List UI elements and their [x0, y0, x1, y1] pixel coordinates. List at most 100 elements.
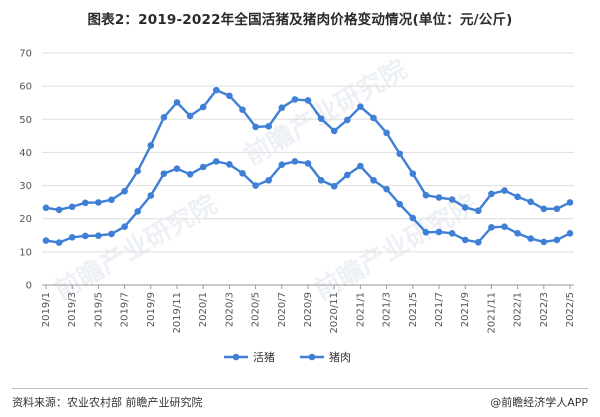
data-point [68, 233, 76, 241]
data-point [527, 235, 534, 242]
y-tick-label: 20 [19, 214, 32, 225]
series-group [42, 86, 574, 246]
legend: 活猪 猪肉 [224, 351, 351, 364]
data-point [265, 176, 273, 184]
x-tick-label: 2021/1 [355, 292, 366, 327]
legend-label: 猪肉 [329, 351, 351, 364]
y-tick-label: 0 [26, 281, 32, 292]
data-point [488, 190, 495, 198]
data-point [357, 162, 364, 170]
data-point [330, 127, 338, 135]
data-point [199, 163, 207, 171]
data-point [291, 158, 299, 165]
data-point [357, 103, 364, 110]
data-point [304, 97, 312, 104]
data-point [370, 176, 377, 184]
x-tick-label: 2021/7 [434, 292, 445, 327]
data-point [108, 196, 115, 204]
data-point [82, 199, 89, 207]
legend-swatch-point [232, 353, 240, 361]
data-point [42, 237, 50, 244]
x-tick-label: 2020/1 [198, 292, 209, 327]
data-point [108, 230, 115, 238]
y-axis: 0 10 20 30 40 50 60 70 [19, 49, 32, 292]
data-point [186, 171, 194, 178]
data-point [540, 205, 548, 213]
data-point [330, 182, 338, 190]
data-point [422, 191, 430, 199]
data-point [514, 193, 521, 201]
x-tick-label: 2021/5 [408, 292, 419, 327]
series-live-pig [42, 158, 574, 246]
x-tick-label: 2021/9 [460, 292, 471, 327]
y-tick-label: 50 [19, 115, 32, 126]
x-tick-label: 2020/7 [277, 292, 288, 327]
x-tick-label: 2020/3 [224, 292, 235, 327]
data-point [186, 112, 194, 120]
x-tick-label: 2020/9 [303, 292, 314, 327]
data-point [147, 142, 155, 149]
data-point [199, 103, 207, 111]
data-point [239, 106, 246, 113]
data-point [540, 238, 548, 246]
data-point [42, 204, 50, 212]
data-point [304, 160, 312, 167]
data-point [82, 232, 89, 240]
data-point [566, 199, 574, 206]
data-point [501, 187, 508, 194]
data-point [121, 187, 128, 195]
x-tick-label: 2020/5 [251, 292, 262, 327]
data-point [409, 214, 417, 222]
series-pork [42, 86, 574, 215]
y-tick-label: 40 [19, 148, 32, 159]
data-point [344, 116, 351, 124]
data-point [213, 158, 220, 165]
data-point [553, 236, 561, 244]
data-point [475, 207, 482, 215]
data-point [409, 170, 417, 177]
data-point [173, 165, 181, 172]
watermark-text: 前瞻产业研究院 [309, 189, 482, 307]
chart-title: 图表2：2019-2022年全国活猪及猪肉价格变动情况(单位：元/公斤) [87, 12, 513, 28]
data-point [173, 99, 181, 106]
data-point [422, 229, 430, 236]
x-tick-label: 2019/1 [41, 292, 52, 327]
x-tick-label: 2022/5 [565, 292, 576, 327]
x-tick-label: 2019/11 [172, 292, 183, 334]
data-point [317, 115, 325, 122]
x-tick-label: 2020/11 [329, 292, 340, 334]
data-point [317, 176, 325, 184]
data-point [252, 182, 259, 189]
data-point [435, 194, 443, 201]
x-tick-label: 2021/11 [486, 292, 497, 334]
data-point [291, 96, 299, 103]
data-point [501, 223, 508, 230]
x-axis: 2019/1 2019/3 2019/5 2019/7 2019/9 2019/11 202… [41, 284, 576, 334]
data-point [396, 200, 404, 208]
data-point [68, 203, 76, 211]
data-point [147, 192, 155, 199]
y-tick-label: 70 [19, 49, 32, 60]
data-point [370, 114, 377, 122]
data-point [134, 208, 141, 215]
legend-label: 活猪 [253, 351, 275, 364]
data-point [383, 129, 390, 137]
data-point [514, 229, 521, 237]
footer: 资料来源：农业农村部 前瞻产业研究院 @前瞻经济学人APP [12, 388, 588, 411]
data-point [448, 229, 456, 237]
data-point [553, 205, 561, 213]
data-point [134, 167, 141, 175]
brand-handle: @前瞻经济学人APP [490, 396, 588, 409]
grid-lines [42, 52, 574, 253]
data-point [55, 239, 63, 246]
source-note: 资料来源：农业农村部 前瞻产业研究院 [12, 396, 203, 409]
data-point [488, 224, 495, 231]
legend-swatch-point [308, 353, 316, 361]
data-point [226, 161, 233, 168]
data-point [121, 223, 128, 230]
data-point [383, 185, 390, 193]
y-tick-label: 10 [19, 247, 32, 258]
data-point [344, 171, 351, 179]
y-tick-label: 30 [19, 181, 32, 192]
